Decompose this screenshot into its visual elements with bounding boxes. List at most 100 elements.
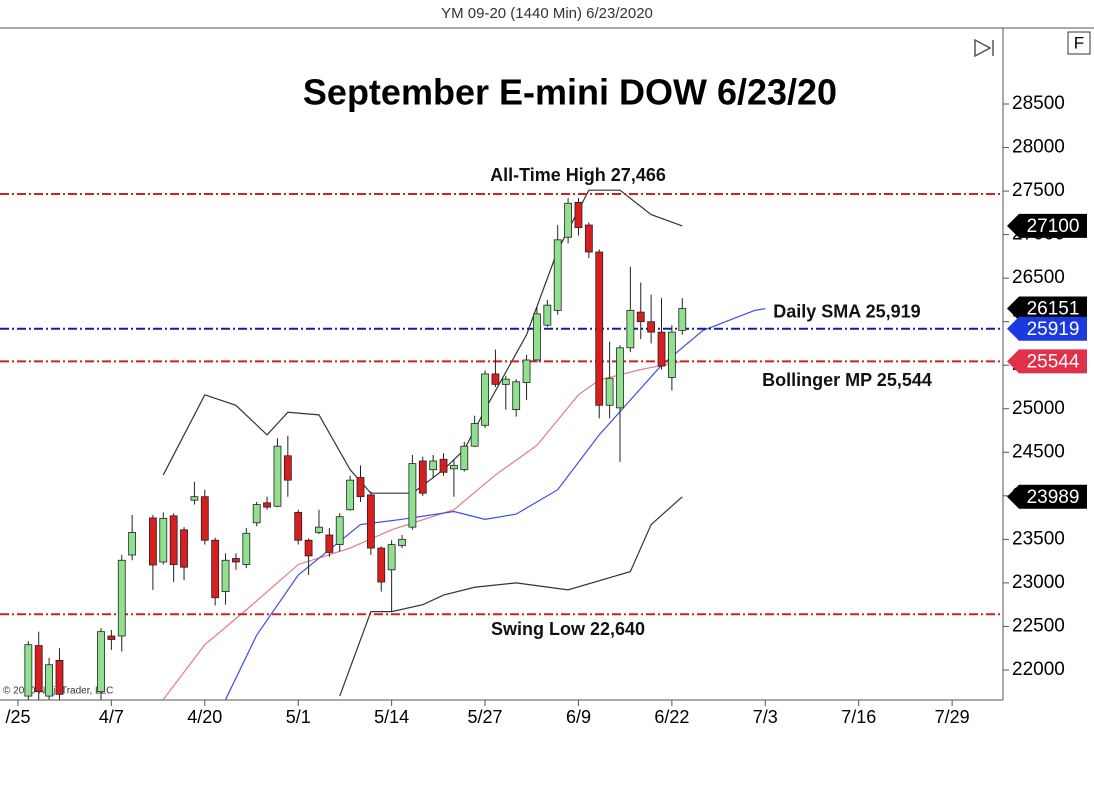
- candle-body: [211, 539, 220, 599]
- candle-body: [522, 359, 531, 384]
- candle-body: [460, 445, 469, 471]
- candle-body: [45, 664, 53, 697]
- candle-body: [159, 518, 168, 563]
- x-tick-label: 4/20: [187, 707, 222, 727]
- indicator-line: [162, 360, 683, 700]
- candle-body: [501, 378, 510, 385]
- candle-body: [55, 659, 64, 695]
- candle-body: [491, 373, 500, 385]
- price-tag-label: 25919: [1027, 319, 1080, 340]
- candle-body: [429, 460, 438, 471]
- candle-body: [605, 377, 614, 406]
- candle-body: [470, 423, 479, 447]
- y-tick-label: 26500: [1012, 267, 1065, 288]
- candle-body: [190, 496, 199, 501]
- candle-body: [117, 559, 126, 637]
- price-tag-label: 26151: [1027, 299, 1080, 320]
- y-tick-label: 24500: [1012, 441, 1065, 462]
- price-tag: [1007, 349, 1087, 374]
- price-tag: [1007, 213, 1087, 238]
- candle-body: [315, 526, 323, 533]
- x-tick-label: 5/27: [468, 707, 503, 727]
- candle-body: [512, 381, 521, 411]
- x-tick-label: 6/9: [566, 707, 591, 727]
- candle-body: [450, 464, 458, 470]
- price-tag: [1007, 484, 1087, 509]
- candle-body: [408, 463, 417, 528]
- x-tick-label: 7/16: [841, 707, 876, 727]
- candle-body: [356, 477, 365, 498]
- button-label[interactable]: F: [1074, 33, 1084, 52]
- candle-body: [294, 511, 303, 541]
- x-tick-label: 5/14: [374, 707, 409, 727]
- x-tick-label: 7/3: [753, 707, 778, 727]
- y-tick-label: 22500: [1012, 615, 1065, 636]
- header-bar: [0, 0, 1094, 28]
- candle-body: [200, 496, 209, 541]
- candle-body: [128, 531, 137, 556]
- candle-body: [553, 239, 562, 311]
- plot: [0, 189, 1003, 700]
- level-label: Swing Low 22,640: [491, 619, 645, 639]
- candle-body: [616, 347, 624, 409]
- candle-body: [242, 532, 251, 566]
- price-tag: [1007, 296, 1087, 321]
- candle-body: [678, 308, 687, 331]
- y-tick-label: 28000: [1012, 137, 1065, 158]
- candle-body: [221, 559, 230, 592]
- candle-body: [574, 201, 583, 229]
- candle-body: [335, 516, 344, 545]
- candle-body: [180, 529, 188, 568]
- price-tag-label: 25544: [1027, 351, 1080, 372]
- y-tick-label: 25000: [1012, 398, 1065, 419]
- candle-body: [595, 251, 604, 406]
- indicator-line: [162, 189, 683, 494]
- candle-body: [387, 544, 396, 571]
- x-tick-label: /25: [5, 707, 30, 727]
- candle-body: [647, 321, 656, 333]
- candle-body: [418, 460, 427, 494]
- level-label: All-Time High 27,466: [490, 165, 666, 185]
- candle-body: [626, 309, 635, 349]
- candle-body: [232, 558, 240, 563]
- x-tick-label: 6/22: [654, 707, 689, 727]
- y-tick-label: 23500: [1012, 528, 1065, 549]
- candle-body: [304, 539, 313, 557]
- y-tick-label: 22000: [1012, 659, 1065, 680]
- candle-body: [564, 202, 572, 238]
- candle-body: [346, 479, 355, 511]
- candle-body: [543, 304, 552, 326]
- x-tick-label: 4/7: [99, 707, 124, 727]
- indicator-line: [339, 496, 683, 697]
- y-tick-label: 28500: [1012, 93, 1065, 114]
- candle-body: [148, 517, 157, 566]
- y-tick-label: 23000: [1012, 572, 1065, 593]
- button[interactable]: [1067, 31, 1091, 55]
- x-tick-label: 5/1: [286, 707, 311, 727]
- skip-icon-shape[interactable]: [974, 38, 994, 58]
- chart-title: September E-mini DOW 6/23/20: [303, 72, 837, 113]
- candle-body: [34, 645, 43, 693]
- candle-body: [366, 494, 375, 549]
- level-label: Daily SMA 25,919: [773, 301, 920, 321]
- price-tag: [1007, 316, 1087, 341]
- x-tick-label: 7/29: [935, 707, 970, 727]
- candle-body: [657, 331, 666, 367]
- candle-body: [636, 311, 645, 323]
- candle-body: [398, 538, 406, 546]
- price-tag-label: 27100: [1027, 216, 1080, 237]
- candle-body: [169, 515, 178, 566]
- candle-body: [263, 502, 271, 508]
- candle-body: [439, 458, 448, 473]
- candle-body: [107, 635, 116, 640]
- header: YM 09-20 (1440 Min) 6/23/2020: [441, 5, 653, 22]
- skip-icon[interactable]: [974, 38, 994, 58]
- candle-body: [97, 631, 105, 693]
- candle-body: [667, 331, 676, 378]
- candle-body: [377, 547, 386, 583]
- candle-body: [533, 313, 541, 361]
- candle-body: [481, 373, 489, 426]
- candle-body: [252, 504, 261, 524]
- y-tick-label: 27500: [1012, 180, 1065, 201]
